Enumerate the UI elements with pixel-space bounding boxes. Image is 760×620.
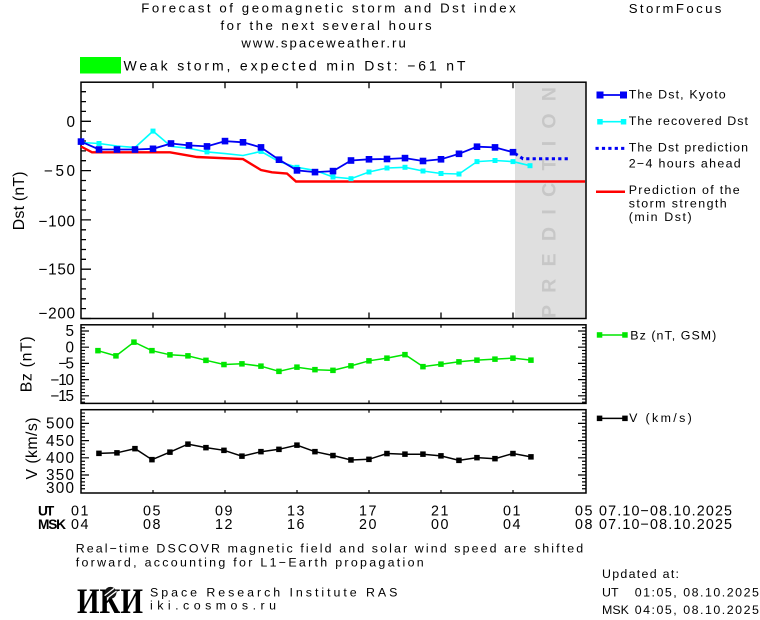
svg-text:16: 16 — [287, 517, 305, 533]
svg-text:00: 00 — [431, 517, 449, 533]
svg-text:UT: UT — [38, 503, 55, 518]
svg-text:01: 01 — [71, 503, 89, 519]
svg-text:The Dst, Kyoto: The Dst, Kyoto — [629, 87, 726, 101]
svg-text:−15: −15 — [51, 388, 75, 405]
svg-text:−10: −10 — [51, 372, 75, 389]
svg-text:04: 04 — [71, 517, 89, 533]
svg-text:for the next several hours: for the next several hours — [221, 18, 433, 33]
svg-text:13: 13 — [287, 503, 305, 519]
svg-text:The recovered Dst: The recovered Dst — [629, 114, 749, 128]
svg-text:21: 21 — [431, 503, 449, 519]
svg-text:ИКИ: ИКИ — [77, 581, 143, 620]
svg-text:2−4 hours ahead: 2−4 hours ahead — [629, 156, 741, 170]
svg-text:04:05, 08.10.2025: 04:05, 08.10.2025 — [635, 603, 759, 617]
svg-text:17: 17 — [359, 503, 377, 519]
svg-text:−200: −200 — [39, 306, 75, 323]
svg-text:−50: −50 — [44, 163, 75, 180]
svg-text:Dst (nT): Dst (nT) — [11, 172, 28, 231]
svg-text:MSK: MSK — [38, 517, 66, 532]
svg-text:300: 300 — [46, 480, 74, 497]
svg-text:5: 5 — [65, 323, 74, 340]
svg-text:V (km/s): V (km/s) — [24, 418, 41, 480]
svg-text:0: 0 — [65, 339, 74, 356]
svg-text:StormFocus: StormFocus — [629, 1, 722, 16]
svg-text:07.10−08.10.2025: 07.10−08.10.2025 — [599, 517, 732, 533]
svg-text:(min Dst): (min Dst) — [629, 210, 692, 224]
svg-text:storm strength: storm strength — [629, 196, 727, 210]
svg-text:12: 12 — [215, 517, 233, 533]
svg-text:0: 0 — [66, 114, 75, 131]
svg-text:09: 09 — [215, 503, 233, 519]
svg-text:MSK: MSK — [602, 603, 630, 617]
svg-text:05: 05 — [575, 503, 593, 519]
svg-text:400: 400 — [46, 450, 74, 467]
svg-text:Bz (nT): Bz (nT) — [19, 336, 36, 392]
svg-text:20: 20 — [359, 517, 377, 533]
svg-text:−150: −150 — [39, 262, 75, 279]
svg-text:500: 500 — [46, 416, 74, 433]
svg-text:01:05, 08.10.2025: 01:05, 08.10.2025 — [635, 585, 759, 599]
svg-text:forward, accounting for L1−Ear: forward, accounting for L1−Earth propaga… — [76, 555, 424, 569]
svg-text:05: 05 — [143, 503, 161, 519]
svg-text:01: 01 — [503, 503, 521, 519]
svg-text:V (km/s): V (km/s) — [629, 411, 692, 425]
svg-text:−5: −5 — [59, 356, 75, 373]
svg-text:Prediction of the: Prediction of the — [629, 183, 740, 197]
svg-text:−100: −100 — [39, 214, 75, 231]
svg-text:08: 08 — [143, 517, 161, 533]
svg-text:08: 08 — [575, 517, 593, 533]
svg-text:04: 04 — [503, 517, 521, 533]
svg-text:07.10−08.10.2025: 07.10−08.10.2025 — [599, 503, 732, 519]
svg-text:www.spaceweather.ru: www.spaceweather.ru — [240, 36, 405, 51]
svg-text:450: 450 — [46, 433, 74, 450]
svg-text:The Dst prediction: The Dst prediction — [629, 141, 748, 155]
svg-text:Space Research Institute RAS: Space Research Institute RAS — [150, 586, 397, 600]
svg-text:Bz (nT, GSM): Bz (nT, GSM) — [630, 329, 716, 343]
svg-text:Real−time DSCOVR magnetic fiel: Real−time DSCOVR magnetic field and sola… — [76, 541, 584, 555]
svg-text:350: 350 — [46, 467, 74, 484]
svg-text:UT: UT — [602, 585, 619, 599]
